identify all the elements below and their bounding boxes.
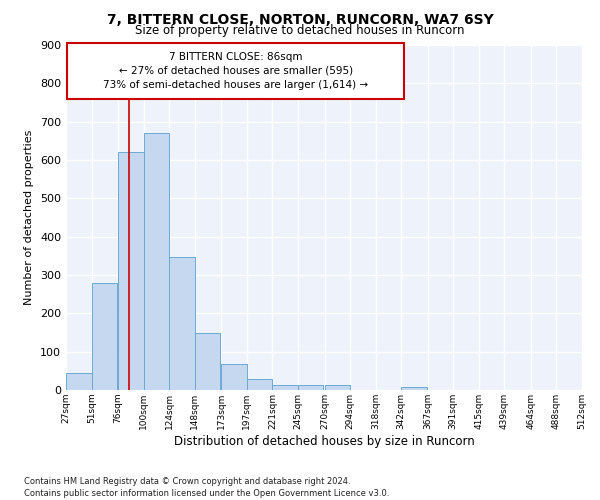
- Bar: [169, 256, 195, 390]
- X-axis label: Distribution of detached houses by size in Runcorn: Distribution of detached houses by size …: [173, 434, 475, 448]
- Bar: [298, 386, 323, 390]
- Text: Contains HM Land Registry data © Crown copyright and database right 2024.
Contai: Contains HM Land Registry data © Crown c…: [24, 476, 389, 498]
- Text: Size of property relative to detached houses in Runcorn: Size of property relative to detached ho…: [135, 24, 465, 37]
- Bar: [272, 384, 298, 390]
- Bar: [221, 364, 247, 390]
- Bar: [401, 387, 427, 390]
- Bar: [247, 378, 272, 390]
- Bar: [118, 152, 143, 390]
- Bar: [92, 282, 117, 390]
- Bar: [195, 334, 220, 390]
- Bar: [143, 133, 169, 390]
- Text: 7 BITTERN CLOSE: 86sqm
← 27% of detached houses are smaller (595)
73% of semi-de: 7 BITTERN CLOSE: 86sqm ← 27% of detached…: [103, 52, 368, 90]
- Text: 7, BITTERN CLOSE, NORTON, RUNCORN, WA7 6SY: 7, BITTERN CLOSE, NORTON, RUNCORN, WA7 6…: [107, 12, 493, 26]
- FancyBboxPatch shape: [67, 43, 404, 98]
- Bar: [325, 386, 350, 390]
- Y-axis label: Number of detached properties: Number of detached properties: [25, 130, 34, 305]
- Bar: [66, 373, 92, 390]
